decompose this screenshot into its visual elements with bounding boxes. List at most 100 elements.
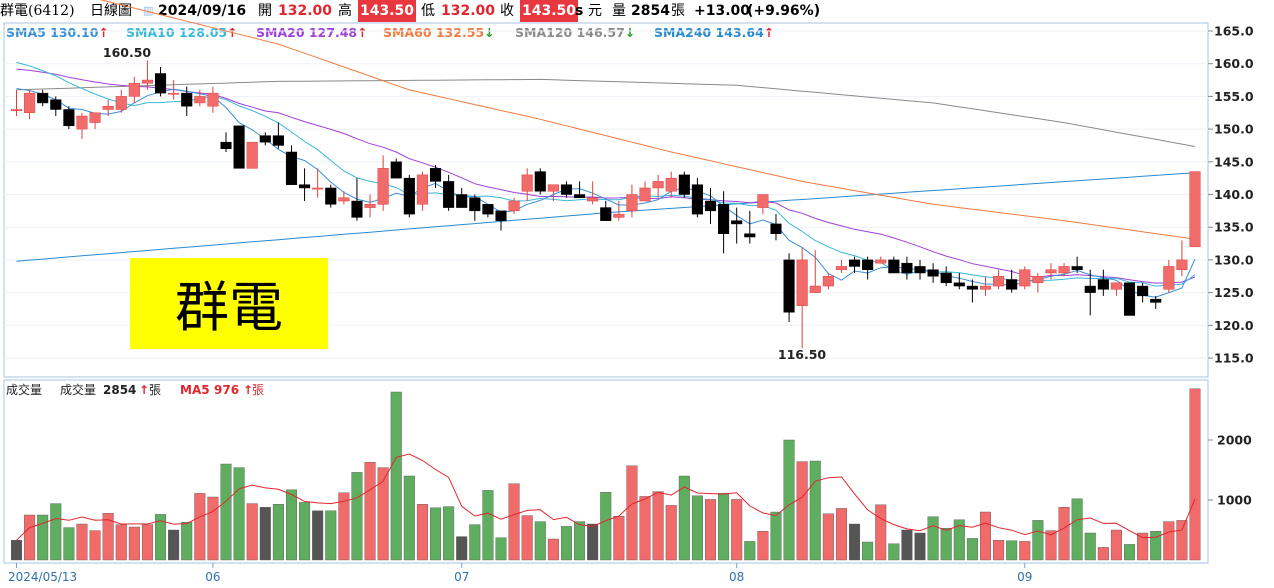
volume-bar	[168, 529, 180, 561]
candle-body	[246, 141, 258, 169]
candle-body	[770, 223, 782, 234]
volume-bar	[508, 483, 520, 561]
volume-bar	[482, 490, 494, 561]
volume-bar	[731, 499, 743, 561]
candle-body	[901, 262, 913, 274]
x-tick-label: 2024/05/13	[8, 570, 77, 584]
volume-bar	[809, 460, 821, 561]
watermark-box	[130, 258, 328, 349]
vol-tick-label: 2000	[1217, 433, 1252, 448]
y-tick-label: 125.0	[1214, 285, 1254, 300]
watermark-text: 群電	[175, 276, 283, 339]
candle-body	[364, 204, 376, 208]
date-axis: 2024/05/13 06 07 08 09	[8, 563, 1032, 584]
candle-body	[377, 168, 389, 205]
volume-legend-value: 2854	[103, 383, 136, 397]
candle-body	[456, 194, 468, 208]
candle-body	[469, 197, 481, 212]
volume-bar	[469, 524, 481, 561]
candle-body	[927, 269, 939, 277]
candle-body	[325, 187, 337, 205]
y-tick-label: 150.0	[1214, 122, 1254, 137]
volume-bar	[338, 492, 350, 561]
volume-bar	[233, 467, 245, 561]
y-tick-label: 120.0	[1214, 318, 1254, 333]
candle-body	[979, 285, 992, 290]
volume-bar	[639, 496, 651, 561]
volume-bar	[534, 521, 546, 561]
close-label: 收	[500, 3, 514, 19]
y-tick-label: 115.0	[1214, 351, 1254, 366]
volume-bar	[390, 391, 402, 561]
candle-body	[76, 115, 88, 130]
candle-body	[285, 151, 298, 185]
candle-body	[89, 112, 101, 123]
candle-body	[495, 210, 507, 221]
candle-body	[1123, 282, 1136, 316]
volume-bar	[76, 523, 88, 561]
sma60-line	[99, 0, 1196, 240]
candle-body	[141, 79, 153, 84]
candle-body	[1137, 285, 1149, 297]
volume-bar	[50, 503, 62, 561]
volume-bar	[927, 516, 939, 561]
volume-bar	[115, 524, 127, 561]
candle-body	[1163, 266, 1175, 290]
candle-body	[482, 204, 494, 215]
candle-body	[220, 141, 232, 149]
sma120-line	[16, 78, 1196, 147]
high-label: 高	[338, 3, 352, 19]
x-tick-label: 07	[454, 570, 469, 584]
volume-bar	[285, 489, 297, 561]
candle-body	[63, 109, 75, 127]
volume-bar	[312, 510, 324, 561]
volume-bar	[456, 536, 468, 561]
chart-type[interactable]: 日線圖	[90, 3, 132, 19]
candle-body	[1071, 266, 1083, 270]
volume-bar	[705, 499, 717, 561]
candle-body	[1189, 171, 1201, 248]
candle-body	[993, 276, 1005, 287]
candle-body	[848, 259, 861, 267]
volume-bar	[37, 514, 49, 561]
volume-bar	[1097, 547, 1109, 561]
candle-body	[822, 276, 834, 287]
volume-bar	[141, 524, 153, 561]
x-tick-label: 06	[205, 570, 220, 584]
candle-body	[1045, 269, 1057, 274]
candle-body	[1097, 279, 1109, 290]
candle-body	[115, 96, 127, 110]
candle-body	[560, 184, 573, 195]
volume-bar	[521, 515, 533, 561]
calendar-icon[interactable]: ▥	[143, 4, 154, 17]
volume-bar	[1071, 498, 1083, 561]
volume-bar	[547, 538, 559, 561]
quote-header: 群電(6412) 日線圖 ▥ 2024/09/16 開 132.00 高 143…	[0, 0, 1274, 22]
volume-bar	[430, 507, 442, 561]
x-tick-label: 09	[1017, 570, 1032, 584]
candle-body	[272, 135, 284, 146]
volume-bar	[626, 465, 638, 561]
volume-axis: 2000 1000	[1208, 433, 1252, 508]
candle-body	[312, 187, 324, 190]
volume-bar	[272, 504, 284, 561]
volume-bar	[691, 495, 703, 561]
unit-label: 元	[588, 3, 602, 19]
candles	[10, 60, 1201, 349]
gridlines	[4, 30, 1208, 359]
price-axis: 165.0 160.0 155.0 150.0 145.0 140.0 135.0 130.0…	[1208, 24, 1254, 366]
volume-bar	[63, 527, 75, 561]
open-value: 132.00	[278, 3, 333, 19]
volume-bar	[966, 538, 978, 561]
candle-body	[1032, 276, 1044, 284]
low-value: 132.00	[441, 3, 496, 19]
vol-tick-label: 1000	[1217, 493, 1252, 508]
volume-unit: 張	[671, 3, 685, 19]
volume-bar	[443, 506, 455, 561]
volume-bar	[757, 531, 769, 561]
volume-bar	[678, 475, 690, 561]
volume-bar	[299, 502, 311, 561]
quote-date: 2024/09/16	[158, 3, 247, 19]
candle-body	[403, 177, 415, 215]
